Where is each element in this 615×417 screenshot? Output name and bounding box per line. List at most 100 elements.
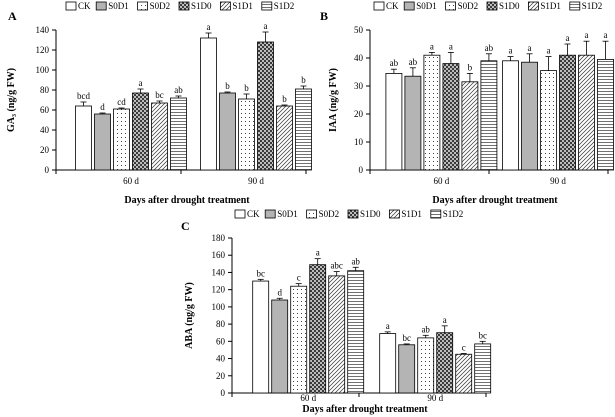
significance-label: b — [244, 83, 249, 93]
legend-label-s0d1: S0D1 — [277, 209, 298, 219]
bar-s0d2-60-d — [113, 108, 130, 171]
y-tick-label: 10 — [354, 137, 364, 147]
legend-swatch-ck — [234, 209, 246, 219]
bar-s1d2-60-d — [480, 60, 498, 171]
bar-s1d1-60-d — [328, 275, 346, 394]
significance-label: ab — [390, 58, 399, 68]
bar-s1d0-90-d — [559, 54, 576, 171]
y-tick-label: 0 — [45, 165, 50, 175]
legend-label-s0d1: S0D1 — [416, 1, 437, 11]
significance-label: a — [386, 321, 390, 331]
legend-swatch-s1d1 — [219, 1, 231, 11]
y-axis-title: GA₃ (ng/g FW) — [6, 68, 17, 132]
bar-s1d1-60-d — [461, 81, 479, 171]
y-tick-label: 80 — [40, 85, 50, 95]
significance-label: a — [139, 78, 143, 88]
y-tick-label: 20 — [216, 371, 226, 381]
bar-s0d1-60-d — [94, 113, 111, 171]
y-tick-label: 120 — [36, 45, 50, 55]
significance-label: ab — [409, 57, 418, 67]
y-tick-label: 0 — [221, 388, 226, 398]
bar-s0d1-90-d — [521, 61, 538, 171]
y-tick-label: 160 — [212, 250, 226, 260]
legend-swatch-s1d0 — [486, 1, 498, 11]
bar-s0d1-90-d — [219, 92, 236, 171]
bar-s0d1-60-d — [404, 75, 422, 171]
legend-swatch-s1d2 — [430, 209, 442, 219]
significance-label: b — [225, 81, 230, 91]
y-tick-label: 140 — [36, 25, 50, 35]
bar-ck-60-d — [75, 105, 92, 171]
category-label-60-d: 60 d — [434, 176, 450, 186]
bar-s1d1-90-d — [578, 54, 595, 171]
y-tick-label: 80 — [216, 319, 226, 329]
bar-s1d2-90-d — [597, 59, 614, 171]
x-axis-title: Days after drought treatment — [124, 195, 250, 206]
legend-swatch-s1d1 — [528, 1, 539, 11]
significance-label: bc — [256, 268, 265, 278]
bar-ck-90-d — [502, 60, 519, 171]
significance-label: a — [443, 315, 447, 325]
y-tick-label: 30 — [354, 81, 364, 91]
bar-ck-90-d — [200, 37, 217, 171]
legend-swatch-s0d1 — [95, 1, 107, 11]
x-axis-title: Days after drought treatment — [432, 195, 558, 206]
bar-ck-60-d — [252, 280, 270, 394]
legend-label-ck: CK — [386, 1, 399, 11]
significance-label: a — [604, 30, 608, 40]
significance-label: b — [301, 75, 306, 85]
y-tick-label: 60 — [40, 105, 50, 115]
bar-s1d2-90-d — [295, 88, 312, 171]
legend-label-s0d2: S0D2 — [458, 1, 479, 11]
bar-s0d2-90-d — [238, 98, 255, 171]
legend-swatch-s1d2 — [569, 1, 581, 11]
legend-swatch-s0d1 — [403, 1, 415, 11]
bar-s1d0-60-d — [442, 63, 460, 171]
significance-label: d — [100, 102, 105, 112]
significance-label: a — [264, 21, 268, 31]
legend-label-s1d2: S1D2 — [443, 209, 464, 219]
legend-label-s1d0: S1D0 — [499, 1, 520, 11]
significance-label: cd — [117, 97, 126, 107]
bar-s1d2-60-d — [347, 270, 365, 394]
significance-label: d — [277, 287, 282, 297]
significance-label: bc — [155, 90, 164, 100]
legend-label-s0d1: S0D1 — [108, 1, 129, 11]
significance-label: bc — [402, 333, 411, 343]
legend-label-s1d1: S1D1 — [401, 209, 422, 219]
y-tick-label: 180 — [212, 233, 226, 243]
bar-s0d2-60-d — [290, 285, 308, 394]
bar-s1d0-90-d — [257, 41, 274, 171]
bar-s1d1-90-d — [455, 353, 473, 394]
panel-letter: A — [8, 9, 17, 23]
significance-label: a — [430, 41, 434, 51]
bar-ck-90-d — [379, 333, 397, 394]
legend-swatch-s1d0 — [178, 1, 190, 11]
legend-swatch-s0d2 — [445, 1, 457, 11]
legend-swatch-s1d1 — [388, 209, 400, 219]
significance-label: a — [316, 248, 320, 258]
bar-s1d1-90-d — [276, 105, 293, 171]
category-label-60-d: 60 d — [123, 176, 139, 186]
significance-label: c — [297, 273, 301, 283]
significance-label: a — [528, 43, 532, 53]
category-label-60-d: 60 d — [300, 393, 316, 403]
y-tick-label: 40 — [216, 354, 226, 364]
legend-swatch-s0d1 — [264, 209, 276, 219]
y-tick-label: 20 — [354, 109, 364, 119]
significance-label: ab — [174, 85, 183, 95]
panel-c: C 0 20 40 60 80 100 120 140 160 180 ABA (ng/g FW) Da… — [181, 209, 492, 415]
significance-label: a — [449, 41, 453, 51]
y-axis-title: IAA (ng/g FW) — [328, 68, 339, 132]
significance-label: a — [585, 30, 589, 40]
legend-swatch-s1d0 — [347, 209, 359, 219]
significance-label: ab — [485, 43, 494, 53]
y-axis-title: ABA (ng/g FW) — [184, 282, 195, 349]
legend-swatch-ck — [373, 1, 385, 11]
panel-letter: B — [320, 9, 328, 23]
legend-label-s0d2: S0D2 — [319, 209, 340, 219]
y-tick-label: 40 — [354, 53, 364, 63]
bar-s1d0-60-d — [309, 264, 327, 394]
y-tick-label: 100 — [36, 65, 50, 75]
bar-s1d1-60-d — [151, 102, 168, 171]
